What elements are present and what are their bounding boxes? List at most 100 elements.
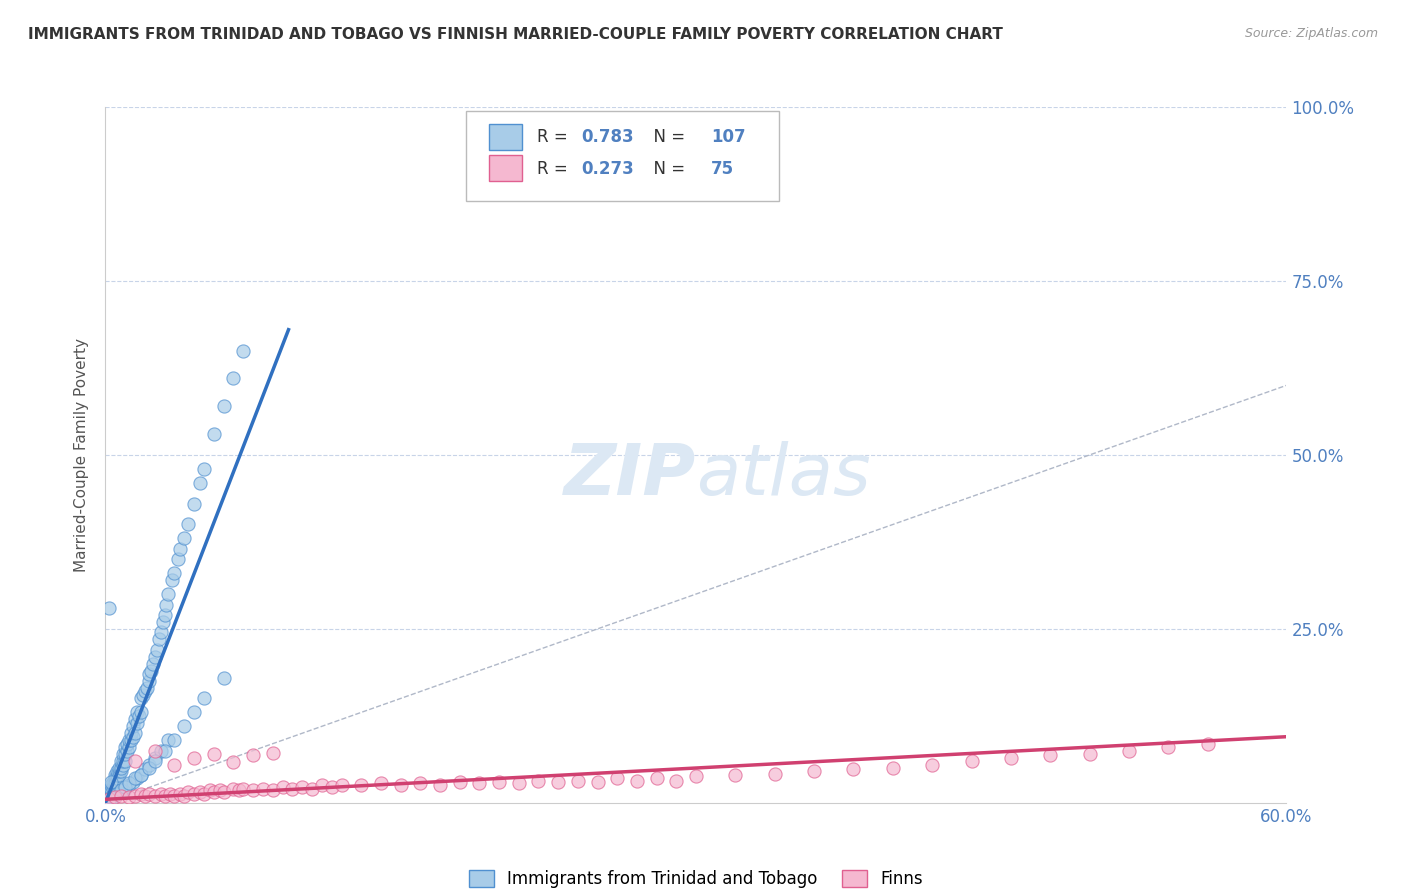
Point — [183, 750, 205, 764]
Point — [120, 726, 142, 740]
Point — [311, 778, 333, 792]
Point — [567, 773, 589, 788]
Point — [153, 789, 176, 803]
Point — [1118, 744, 1140, 758]
Point — [108, 768, 131, 782]
Point — [118, 778, 141, 792]
Point — [96, 790, 118, 805]
Point — [212, 785, 235, 799]
Point — [108, 785, 131, 799]
Point — [149, 788, 172, 802]
Point — [149, 744, 172, 758]
Point — [149, 625, 172, 640]
Point — [129, 788, 152, 802]
Point — [281, 781, 304, 796]
Text: N =: N = — [643, 160, 690, 178]
Point — [143, 750, 166, 764]
Point — [98, 785, 121, 799]
Point — [100, 783, 122, 797]
Point — [103, 789, 125, 803]
Point — [321, 780, 343, 795]
Point — [128, 708, 150, 723]
Point — [129, 768, 152, 782]
Point — [125, 772, 148, 786]
Point — [124, 789, 146, 803]
Point — [921, 757, 943, 772]
Point — [104, 790, 127, 805]
Point — [143, 754, 166, 768]
Point — [193, 788, 215, 802]
Point — [114, 747, 136, 761]
Point — [108, 761, 131, 775]
Point — [139, 664, 162, 678]
Point — [1197, 737, 1219, 751]
Point — [208, 783, 231, 797]
Point — [114, 780, 136, 795]
Point — [114, 754, 136, 768]
Point — [129, 691, 152, 706]
Point — [129, 706, 152, 720]
Point — [163, 733, 186, 747]
Point — [389, 778, 412, 792]
Point — [105, 788, 128, 802]
Point — [103, 790, 125, 805]
Point — [173, 532, 195, 546]
Point — [508, 776, 530, 790]
Point — [252, 781, 274, 796]
Point — [763, 766, 786, 780]
Point — [157, 587, 180, 601]
Text: R =: R = — [537, 128, 572, 146]
Point — [124, 712, 146, 726]
Point — [134, 789, 156, 803]
Point — [138, 757, 160, 772]
Point — [1000, 750, 1022, 764]
Text: 107: 107 — [711, 128, 747, 146]
Point — [163, 789, 186, 803]
Point — [291, 780, 314, 795]
Point — [169, 541, 191, 556]
Point — [132, 688, 155, 702]
Point — [110, 754, 132, 768]
Point — [350, 778, 373, 792]
Point — [468, 776, 491, 790]
Point — [110, 761, 132, 775]
Point — [115, 744, 138, 758]
Point — [183, 497, 205, 511]
Legend: Immigrants from Trinidad and Tobago, Finns: Immigrants from Trinidad and Tobago, Fin… — [463, 863, 929, 892]
Point — [100, 790, 122, 805]
Point — [803, 764, 825, 779]
Point — [301, 781, 323, 796]
Text: ZIP: ZIP — [564, 442, 696, 510]
Text: Source: ZipAtlas.com: Source: ZipAtlas.com — [1244, 27, 1378, 40]
Point — [271, 780, 294, 795]
Point — [159, 788, 181, 802]
Text: IMMIGRANTS FROM TRINIDAD AND TOBAGO VS FINNISH MARRIED-COUPLE FAMILY POVERTY COR: IMMIGRANTS FROM TRINIDAD AND TOBAGO VS F… — [28, 27, 1002, 42]
Point — [177, 785, 200, 799]
Point — [108, 764, 131, 779]
Point — [122, 730, 145, 744]
Point — [98, 601, 121, 615]
Point — [429, 778, 451, 792]
Point — [100, 785, 122, 799]
Point — [104, 768, 127, 782]
Point — [120, 733, 142, 747]
Point — [138, 667, 160, 681]
Point — [586, 775, 609, 789]
Point — [202, 785, 225, 799]
Point — [242, 783, 264, 797]
Point — [114, 781, 136, 796]
Point — [118, 776, 141, 790]
Point — [138, 788, 160, 802]
Point — [124, 754, 146, 768]
Point — [100, 778, 122, 792]
Text: atlas: atlas — [696, 442, 870, 510]
Point — [100, 775, 122, 789]
Point — [330, 778, 353, 792]
Point — [112, 747, 135, 761]
Point — [488, 775, 510, 789]
Point — [212, 671, 235, 685]
Point — [122, 719, 145, 733]
Text: N =: N = — [643, 128, 690, 146]
Point — [212, 399, 235, 413]
Point — [125, 715, 148, 730]
